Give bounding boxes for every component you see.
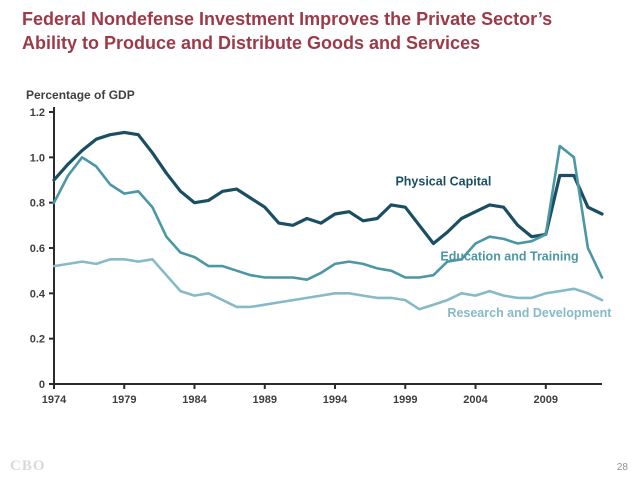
y-axis-title: Percentage of GDP (26, 88, 135, 102)
y-tick-label: 1.0 (30, 152, 45, 164)
y-tick-label: 0 (39, 379, 45, 391)
y-tick-label: 0.4 (30, 288, 46, 300)
series-label: Research and Development (447, 306, 612, 320)
x-tick-label: 1984 (182, 394, 207, 406)
series-label: Physical Capital (395, 175, 491, 189)
y-tick-label: 0.2 (30, 334, 45, 346)
series-line (52, 258, 604, 311)
x-tick-label: 1999 (393, 394, 417, 406)
cbo-logo: CBO (10, 458, 46, 474)
series-label: Education and Training (440, 249, 578, 263)
x-tick-label: 2009 (534, 394, 558, 406)
x-tick-label: 1979 (112, 394, 136, 406)
y-tick-label: 0.6 (30, 243, 45, 255)
line-chart: 0 0.2 0.4 0.6 0.8 1.0 1.2 1974 1979 1984 1989 1994 1… (30, 107, 612, 406)
x-tick-label: 2004 (463, 394, 488, 406)
series-line (52, 130, 604, 246)
x-tick-label: 1974 (42, 394, 67, 406)
series-line (52, 144, 604, 281)
y-tick-label: 0.8 (30, 198, 45, 210)
y-tick-label: 1.2 (30, 107, 45, 119)
x-tick-label: 1989 (253, 394, 277, 406)
page-number: 28 (616, 462, 628, 473)
x-tick-label: 1994 (323, 394, 348, 406)
slide-title: Federal Nondefense Investment Improves t… (22, 9, 553, 53)
